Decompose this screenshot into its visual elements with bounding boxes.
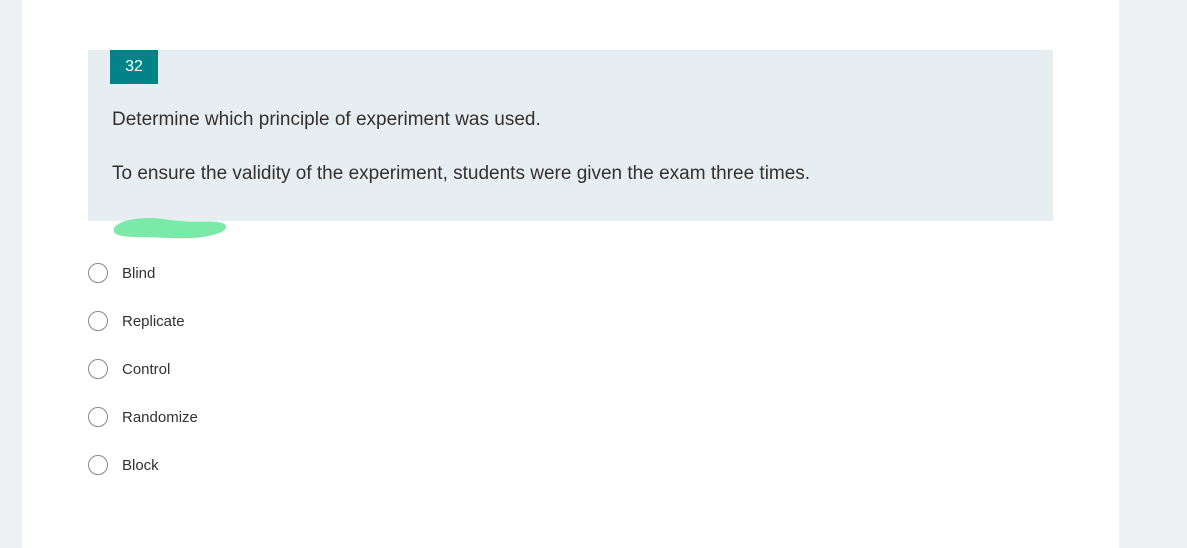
radio-icon[interactable] (88, 455, 108, 475)
radio-icon[interactable] (88, 263, 108, 283)
highlight-marker-icon (110, 212, 228, 244)
option-label: Blind (122, 265, 155, 282)
question-context: To ensure the validity of the experiment… (112, 160, 1029, 188)
radio-icon[interactable] (88, 359, 108, 379)
option-control[interactable]: Control (88, 345, 1053, 393)
option-blind[interactable]: Blind (88, 249, 1053, 297)
option-replicate[interactable]: Replicate (88, 297, 1053, 345)
option-label: Replicate (122, 313, 185, 330)
question-card: 32 Determine which principle of experime… (22, 0, 1119, 548)
option-randomize[interactable]: Randomize (88, 393, 1053, 441)
question-prompt: Determine which principle of experiment … (112, 106, 1029, 134)
option-label: Randomize (122, 409, 198, 426)
question-header: 32 Determine which principle of experime… (88, 50, 1053, 221)
option-label: Control (122, 361, 170, 378)
answer-options: Blind Replicate Control Randomize Block (88, 249, 1053, 489)
question-number-badge: 32 (110, 50, 158, 84)
radio-icon[interactable] (88, 407, 108, 427)
radio-icon[interactable] (88, 311, 108, 331)
option-label: Block (122, 457, 159, 474)
option-block[interactable]: Block (88, 441, 1053, 489)
